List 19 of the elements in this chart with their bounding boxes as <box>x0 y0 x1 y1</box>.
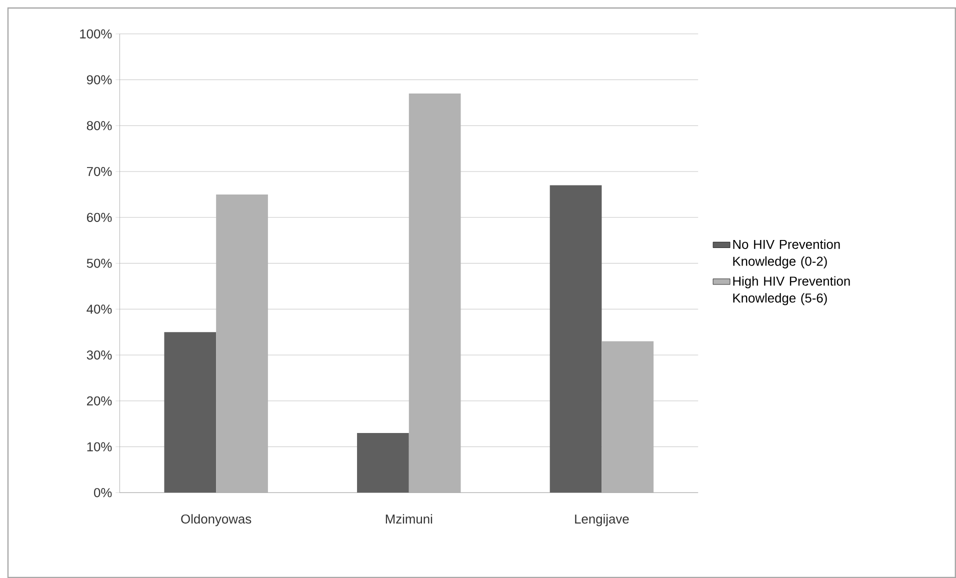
y-tick-label: 0% <box>94 488 112 498</box>
y-tick-label: 80% <box>86 121 112 130</box>
bar <box>357 433 409 493</box>
y-tick-label: 10% <box>87 442 112 452</box>
y-tick-label: 20% <box>86 396 112 406</box>
y-tick-label: 30% <box>86 350 112 360</box>
y-tick-label: 40% <box>86 304 112 314</box>
y-tick-label: 60% <box>86 212 112 222</box>
legend-label: High HIV Prevention Knowledge (5-6) <box>733 276 850 306</box>
bar <box>164 332 216 493</box>
legend-label: No HIV Prevention Knowledge (0-2) <box>733 239 840 268</box>
y-tick-label: 50% <box>86 258 112 268</box>
x-tick-label: Lengijave <box>575 514 629 526</box>
bar <box>550 185 602 493</box>
y-tick-label: 100% <box>80 29 112 38</box>
y-tick-label: 70% <box>87 166 112 176</box>
x-tick-label: Oldonyowas <box>181 514 252 526</box>
y-tick-label: 90% <box>86 75 112 84</box>
x-tick-label: Mzimuni <box>386 514 432 524</box>
